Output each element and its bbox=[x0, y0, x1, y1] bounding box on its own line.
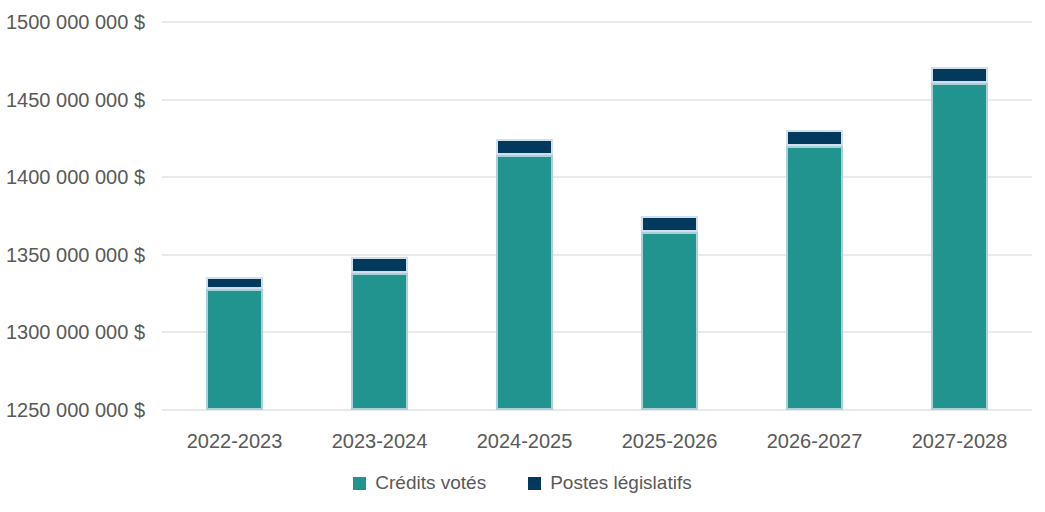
bar-segment-postes-legislatifs bbox=[496, 139, 553, 155]
bar-group-2027-2028 bbox=[887, 22, 1032, 410]
y-axis-tick-label: 1250 000 000 $ bbox=[6, 398, 156, 422]
bar-segment-credits-votes bbox=[931, 83, 988, 410]
bar-segment-credits-votes bbox=[641, 232, 698, 410]
y-axis-tick-label: 1450 000 000 $ bbox=[6, 88, 156, 112]
bar-segment-postes-legislatifs bbox=[786, 130, 843, 146]
y-axis-tick-label: 1400 000 000 $ bbox=[6, 165, 156, 189]
bar-segment-postes-legislatifs bbox=[351, 257, 408, 273]
y-axis-tick-label: 1500 000 000 $ bbox=[6, 10, 156, 34]
legend-item-credits-votes: Crédits votés bbox=[353, 472, 486, 494]
y-axis-tick-label: 1300 000 000 $ bbox=[6, 320, 156, 344]
postes-legislatifs-swatch-icon bbox=[528, 477, 541, 490]
bar-segment-credits-votes bbox=[351, 273, 408, 410]
x-axis-tick-label: 2022-2023 bbox=[162, 430, 307, 453]
bar-segment-postes-legislatifs bbox=[641, 216, 698, 232]
legend-item-postes-legislatifs: Postes législatifs bbox=[528, 472, 692, 494]
bar-group-2026-2027 bbox=[742, 22, 887, 410]
x-axis-tick-label: 2026-2027 bbox=[742, 430, 887, 453]
bar-segment-credits-votes bbox=[786, 146, 843, 410]
plot-area bbox=[162, 22, 1032, 410]
x-axis-tick-label: 2023-2024 bbox=[307, 430, 452, 453]
bar-group-2024-2025 bbox=[452, 22, 597, 410]
bar-group-2023-2024 bbox=[307, 22, 452, 410]
x-axis-tick-label: 2025-2026 bbox=[597, 430, 742, 453]
budget-stacked-bar-chart: 1500 000 000 $ 1450 000 000 $ 1400 000 000… bbox=[0, 0, 1045, 512]
credits-votes-swatch-icon bbox=[353, 477, 366, 490]
x-axis-tick-label: 2024-2025 bbox=[452, 430, 597, 453]
bar-segment-credits-votes bbox=[496, 155, 553, 410]
legend-label-credits-votes: Crédits votés bbox=[375, 472, 486, 494]
bar-group-2022-2023 bbox=[162, 22, 307, 410]
bar-segment-postes-legislatifs bbox=[931, 67, 988, 83]
legend-label-postes-legislatifs: Postes législatifs bbox=[550, 472, 692, 494]
legend: Crédits votés Postes législatifs bbox=[0, 472, 1045, 494]
bar-group-2025-2026 bbox=[597, 22, 742, 410]
y-axis-tick-label: 1350 000 000 $ bbox=[6, 243, 156, 267]
bar-segment-credits-votes bbox=[206, 289, 263, 410]
x-axis-tick-label: 2027-2028 bbox=[887, 430, 1032, 453]
bar-segment-postes-legislatifs bbox=[206, 277, 263, 289]
